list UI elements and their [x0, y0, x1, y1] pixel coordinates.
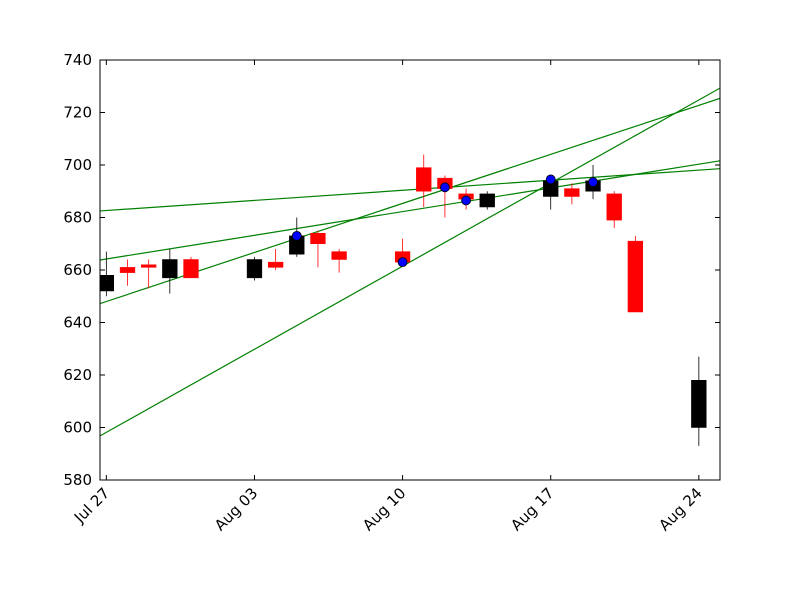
candle-body — [627, 240, 644, 313]
y-tick-label: 600 — [63, 419, 92, 437]
axis-layer: 580 600 620 640 660 680 700 720 740 Jul 27 Aug 03 A… — [63, 51, 720, 534]
x-tick-label: Aug 17 — [507, 484, 557, 534]
candle-2015-08-12 — [437, 175, 453, 218]
candle-body — [162, 259, 178, 279]
candle-2015-08-20 — [606, 191, 622, 228]
candle-2015-07-29 — [141, 259, 157, 289]
candle-2015-08-04 — [267, 249, 284, 270]
candle-2015-08-11 — [416, 154, 432, 207]
candle-2015-08-07 — [331, 249, 347, 273]
candle-body — [183, 259, 199, 279]
candle-2015-08-14 — [479, 191, 495, 210]
marker-point-6 — [588, 177, 598, 187]
candle-layer — [100, 154, 707, 446]
candle-body — [119, 267, 136, 273]
trendline-2 — [100, 160, 720, 261]
candle-2015-08-03 — [246, 256, 263, 281]
y-tick-label: 740 — [63, 51, 92, 69]
y-tick-label: 680 — [63, 209, 92, 227]
candle-body — [310, 233, 326, 244]
candle-body — [331, 251, 347, 260]
marker-point-3 — [440, 182, 450, 193]
trendline-3 — [100, 97, 720, 305]
point-layer — [291, 174, 598, 268]
candle-body — [246, 259, 263, 279]
marker-point-4 — [461, 195, 471, 206]
candle-2015-07-30 — [162, 249, 178, 294]
candle-body — [416, 167, 432, 192]
marker-point-2 — [397, 257, 408, 268]
candle-2015-07-28 — [119, 259, 136, 286]
candle-2015-07-31 — [183, 256, 199, 279]
candle-2015-08-05 — [289, 217, 305, 257]
x-tick-label: Aug 10 — [359, 484, 409, 534]
candle-2015-08-06 — [310, 230, 326, 268]
y-tick-label: 700 — [63, 156, 92, 174]
y-tick-label: 580 — [63, 471, 92, 489]
x-tick-label: Jul 27 — [70, 484, 113, 527]
y-tick-label: 720 — [63, 104, 92, 122]
x-tick-label: Aug 03 — [211, 484, 261, 534]
x-tick-label: Aug 24 — [655, 484, 705, 534]
candle-body — [479, 193, 495, 208]
y-tick-label: 660 — [63, 261, 92, 279]
candle-body — [691, 380, 707, 428]
y-tick-label: 640 — [63, 314, 92, 332]
candle-body — [141, 264, 157, 268]
candle-body — [100, 275, 115, 292]
candle-2015-07-27 — [100, 251, 115, 297]
candle-2015-08-24 — [691, 356, 707, 446]
candle-2015-08-21 — [627, 235, 644, 313]
marker-point-5 — [545, 174, 556, 185]
candle-body — [267, 261, 284, 268]
candle-2015-08-17 — [543, 178, 559, 210]
candle-2015-08-18 — [564, 183, 580, 205]
marker-point-1 — [291, 230, 302, 241]
candle-body — [606, 193, 622, 221]
y-tick-label: 620 — [63, 366, 92, 384]
trendline-1 — [100, 168, 720, 212]
candle-body — [564, 188, 580, 197]
